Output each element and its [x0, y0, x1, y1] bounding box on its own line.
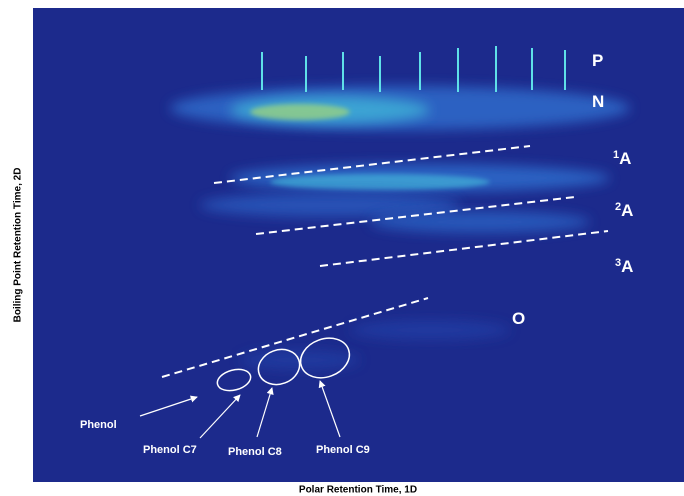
annotation: Phenol C9	[316, 444, 370, 456]
region-label: 1A	[613, 149, 631, 169]
region-label: 3A	[615, 257, 633, 277]
annotation: Phenol C7	[143, 444, 197, 456]
peak-spikes	[261, 46, 566, 92]
annotation: Phenol	[80, 419, 117, 431]
region-text: A	[619, 149, 631, 168]
region-label: N	[592, 92, 604, 111]
region-text: P	[592, 51, 603, 70]
region-superscript: 1	[613, 149, 619, 161]
phenol-circles	[216, 337, 351, 392]
region-label: P	[592, 51, 603, 70]
region-text: A	[621, 201, 633, 220]
region-text: O	[512, 309, 525, 328]
y-axis-label: Boiling Point Retention Time, 2D	[13, 168, 24, 323]
region-text: A	[621, 257, 633, 276]
plot-background	[33, 8, 684, 482]
x-axis-label: Polar Retention Time, 1D	[299, 485, 417, 496]
region-label: 2A	[615, 201, 633, 221]
dashed-boundaries	[161, 145, 609, 378]
arrows	[139, 380, 341, 439]
region-superscript: 2	[615, 201, 621, 213]
region-label: O	[512, 309, 525, 328]
annotation: Phenol C8	[228, 446, 282, 458]
region-superscript: 3	[615, 257, 621, 269]
region-text: N	[592, 92, 604, 111]
